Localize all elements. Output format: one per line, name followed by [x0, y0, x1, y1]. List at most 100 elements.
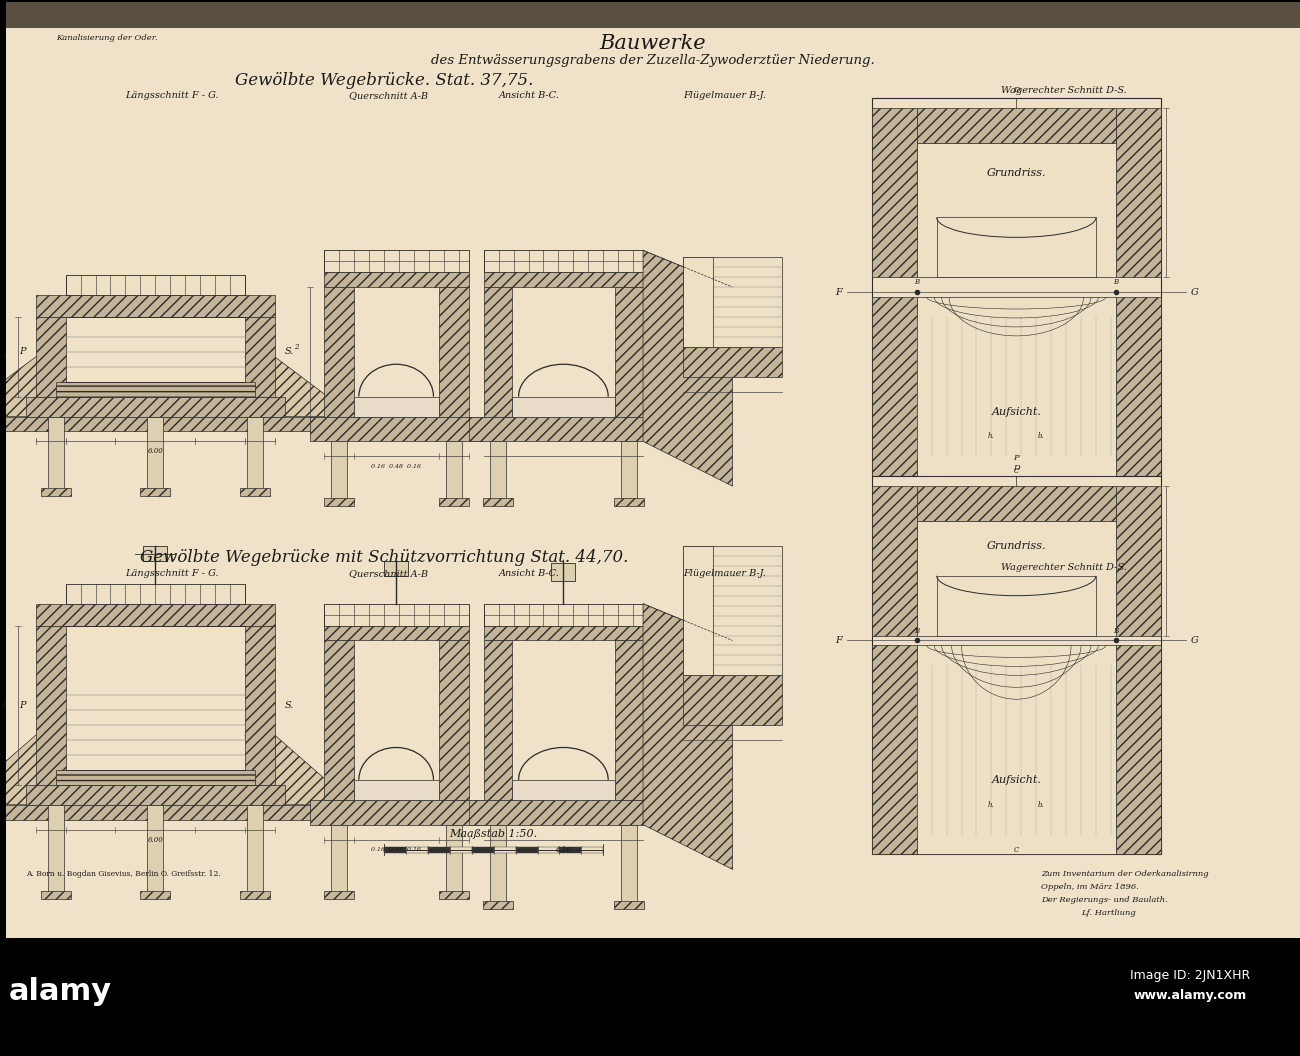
Text: Ansicht B-C.: Ansicht B-C. — [499, 569, 559, 579]
Text: Querschnitt A-B: Querschnitt A-B — [350, 569, 429, 579]
Bar — [247, 416, 263, 491]
Bar — [484, 604, 644, 625]
Bar — [1115, 486, 1161, 636]
Text: P: P — [20, 701, 26, 710]
Text: 0.16  0.48  0.16: 0.16 0.48 0.16 — [372, 847, 421, 852]
Bar — [332, 825, 347, 894]
Text: 3: 3 — [1, 353, 6, 361]
Bar — [472, 847, 494, 852]
Bar — [36, 317, 66, 397]
Text: A. Born u. Bogdan Gisevius, Berlin O. Greifsstr. 12.: A. Born u. Bogdan Gisevius, Berlin O. Gr… — [26, 870, 221, 879]
Bar — [325, 250, 469, 272]
Bar — [872, 645, 916, 854]
Bar — [446, 825, 462, 894]
Bar — [66, 276, 244, 295]
Text: C: C — [1014, 846, 1019, 853]
Bar — [48, 805, 64, 894]
Text: Aufsicht.: Aufsicht. — [992, 407, 1041, 416]
Bar — [450, 847, 472, 852]
Polygon shape — [0, 735, 66, 805]
Bar — [615, 641, 644, 799]
Bar — [937, 576, 1096, 636]
Bar — [916, 486, 1115, 521]
Text: 4: 4 — [1, 701, 6, 710]
Bar — [6, 2, 1300, 938]
Bar — [872, 108, 916, 277]
Text: 6.00: 6.00 — [147, 448, 162, 455]
Bar — [682, 258, 783, 346]
Bar — [56, 770, 255, 785]
Text: S.: S. — [285, 347, 294, 356]
Text: Lf. Hartliung: Lf. Hartliung — [1082, 909, 1136, 918]
Text: www.alamy.com: www.alamy.com — [1134, 989, 1247, 1002]
Text: D: D — [1013, 465, 1019, 472]
Bar — [26, 785, 285, 805]
Bar — [439, 287, 469, 416]
Bar — [537, 847, 559, 852]
Bar — [490, 825, 506, 904]
Bar — [1115, 108, 1161, 277]
Bar — [1115, 645, 1161, 854]
Bar — [872, 98, 1161, 476]
Text: h.: h. — [988, 432, 994, 440]
Text: B: B — [1113, 626, 1118, 635]
Text: 2: 2 — [294, 343, 299, 351]
Text: 6.00: 6.00 — [147, 835, 162, 844]
Text: Der Regierungs- und Baulath.: Der Regierungs- und Baulath. — [1041, 897, 1167, 904]
Bar — [355, 397, 439, 416]
Text: Grundriss.: Grundriss. — [987, 541, 1046, 551]
Text: alamy: alamy — [9, 978, 112, 1006]
Text: h.: h. — [988, 800, 994, 809]
Bar — [916, 521, 1115, 636]
Bar — [916, 297, 1115, 476]
Bar — [551, 563, 576, 581]
Bar — [325, 498, 355, 506]
Bar — [355, 407, 439, 416]
Bar — [1115, 297, 1161, 476]
Polygon shape — [244, 357, 355, 416]
Text: Maaßstab 1:50.: Maaßstab 1:50. — [450, 829, 538, 838]
Text: 6.10: 6.10 — [555, 846, 571, 853]
Bar — [494, 847, 516, 852]
Text: Aufsicht.: Aufsicht. — [992, 775, 1041, 785]
Bar — [247, 805, 263, 894]
Text: Querschnitt A-B: Querschnitt A-B — [350, 92, 429, 100]
Bar — [240, 488, 269, 496]
Bar — [559, 847, 581, 852]
Text: Kanalisierung der Oder.: Kanalisierung der Oder. — [56, 34, 157, 42]
Text: Wagerechter Schnitt D-S.: Wagerechter Schnitt D-S. — [1001, 86, 1127, 95]
Bar — [140, 488, 170, 496]
Text: B: B — [914, 626, 919, 635]
Text: b.: b. — [1037, 432, 1045, 440]
Bar — [36, 604, 274, 625]
Text: Gewölbte Wegebrücke. Stat. 37,75.: Gewölbte Wegebrücke. Stat. 37,75. — [235, 72, 533, 89]
Bar — [428, 847, 450, 852]
Bar — [482, 901, 512, 909]
Text: B: B — [1113, 278, 1118, 286]
Bar — [872, 476, 1161, 854]
Text: 0.16  0.48  0.16: 0.16 0.48 0.16 — [372, 464, 421, 469]
Text: Längsschnitt F - G.: Längsschnitt F - G. — [125, 569, 218, 579]
Bar — [36, 625, 66, 785]
Bar — [26, 397, 285, 416]
Text: des Entwässerungsgrabens der Zuzella-Zywoderztüer Niederung.: des Entwässerungsgrabens der Zuzella-Zyw… — [432, 54, 875, 67]
Text: b.: b. — [1037, 800, 1045, 809]
Bar — [244, 317, 274, 397]
Bar — [484, 250, 644, 272]
Bar — [0, 416, 355, 432]
Bar — [309, 799, 484, 825]
Bar — [916, 645, 1115, 854]
Text: G: G — [1191, 636, 1199, 645]
Bar — [147, 416, 164, 491]
Bar — [385, 561, 408, 576]
Bar — [332, 441, 347, 502]
Text: Gewölbte Wegebrücke mit Schützvorrichtung Stat. 44,70.: Gewölbte Wegebrücke mit Schützvorrichtun… — [140, 549, 628, 566]
Bar — [0, 805, 355, 819]
Bar — [621, 825, 637, 904]
Bar — [484, 272, 644, 287]
Bar — [937, 218, 1096, 277]
Bar — [48, 416, 64, 491]
Polygon shape — [0, 357, 66, 416]
Bar — [615, 287, 644, 416]
Bar — [325, 641, 355, 799]
